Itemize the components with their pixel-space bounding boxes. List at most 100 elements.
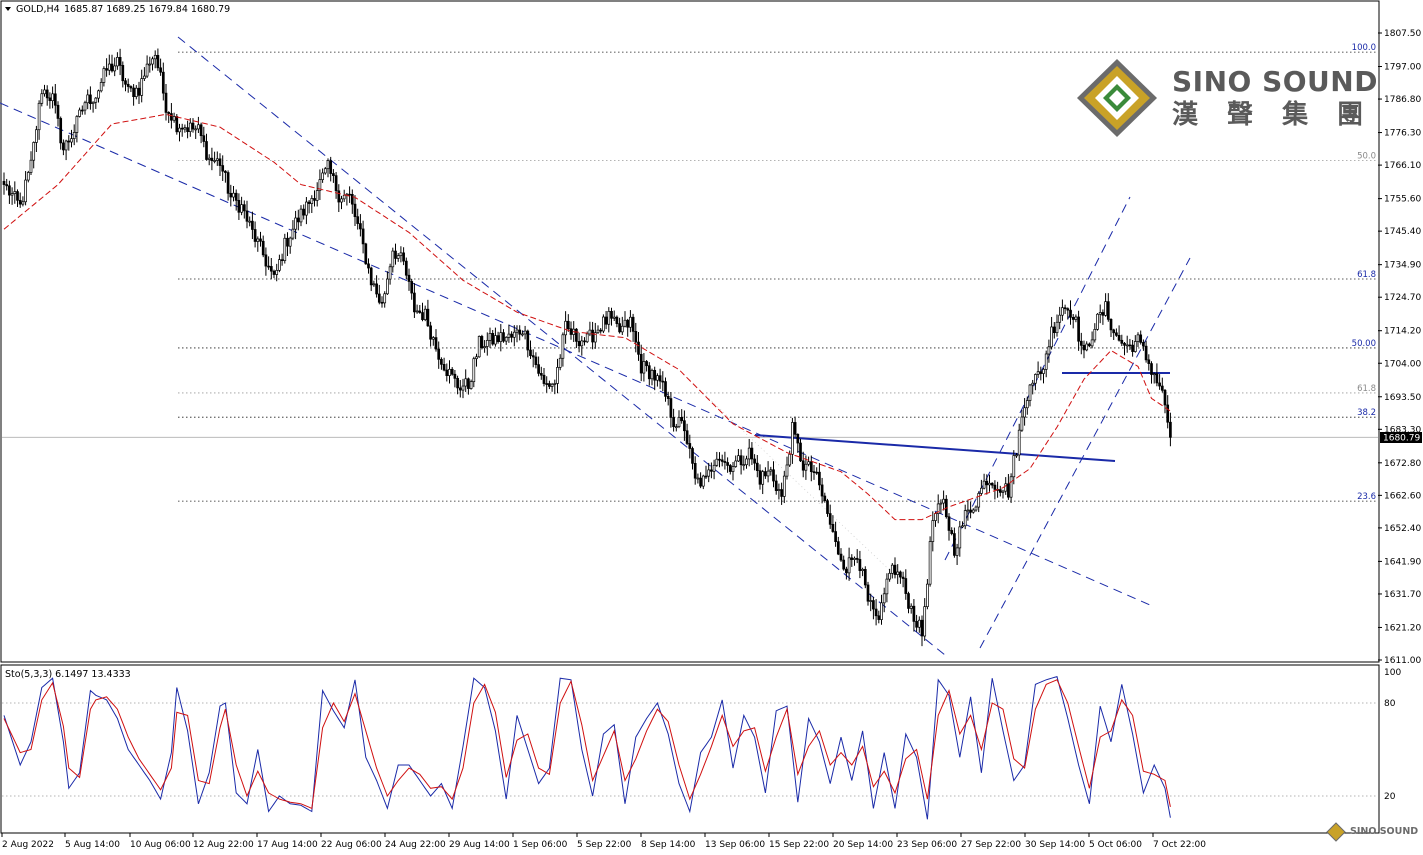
candle-body [1066,308,1070,311]
candle-body [429,325,432,340]
trend-line [754,434,1116,462]
diamond-logo-icon [1077,59,1157,137]
candle-body [966,509,970,512]
channel-line [177,36,946,656]
candle-body [634,331,638,343]
candle-body [32,142,36,161]
fib-level-label: 38.2 [1357,408,1376,418]
stochastic-oscillator: 100 80 20 [2,668,1401,820]
candle-body [380,301,384,304]
candle-body [823,495,827,502]
time-tick-label: 1 Sep 06:00 [513,840,568,850]
candle-body [237,200,241,213]
candle-body [831,523,835,532]
candle-body [229,192,233,198]
candle-body [531,355,535,358]
candle-body [404,260,408,276]
fib-level-label: 61.8 [1357,384,1376,394]
triangle-down-icon[interactable] [5,7,11,11]
candle-body [990,482,994,486]
candle-body [955,547,959,556]
candle-body [853,557,856,560]
candle-body [70,138,73,143]
candle-body [253,229,257,242]
candle-body [35,129,38,143]
candle-body [178,127,181,133]
candle-body [985,480,989,486]
candle-body [874,608,878,617]
price-tick-label: 1631.70 [1384,590,1421,600]
candle-body [180,127,184,130]
candle-body [909,605,913,609]
candle-body [620,325,624,333]
candle-body [51,93,54,102]
candle-body [269,266,273,272]
candle-body [715,458,719,466]
candle-body [1131,344,1134,352]
candle-body [59,118,63,144]
candle-body [658,375,662,382]
stoch-main-line [3,675,1171,820]
candle-body [936,503,940,514]
candle-body [1044,353,1048,370]
candle-body [205,141,208,160]
candle-body [1163,389,1167,406]
candle-body [780,489,783,497]
candle-body [340,198,343,203]
time-axis[interactable]: 2 Aug 2022 5 Aug 14:00 10 Aug 06:00 12 Aug … [1,833,1206,850]
candle-body [1125,344,1129,347]
candle-body [186,127,189,132]
candle-body [421,312,424,320]
candle-body [323,168,327,174]
candle-body [477,336,481,358]
candle-body [502,332,505,342]
candle-body [701,475,705,487]
candle-body [134,87,138,97]
candle-body [550,383,554,387]
candle-body [804,463,808,471]
candle-body [1063,307,1067,310]
candle-body [48,97,52,102]
candle-body [440,358,443,365]
candle-body [1017,429,1021,456]
candle-body [2,181,6,185]
price-axis[interactable]: 1807.50 1797.00 1786.80 1776.30 1766.10 1755.… [1378,29,1421,666]
candle-body [566,320,570,330]
candle-body [94,97,98,103]
candle-body [183,127,187,130]
candle-body [461,385,465,391]
time-tick-label: 12 Aug 22:00 [193,840,254,850]
stochastic-frame [0,664,1380,834]
candle-body [861,569,864,571]
price-tick-label: 1683.30 [1384,425,1421,435]
candle-body [232,192,235,198]
candle-body [556,367,559,384]
candle-body [423,308,427,320]
candle-body [194,128,198,131]
candle-body [815,471,819,474]
candle-body [288,237,292,247]
candle-body [337,190,341,203]
candle-body [1023,407,1026,418]
candle-body [696,477,700,480]
candle-body [264,254,268,267]
candle-body [1036,371,1040,375]
candle-body [699,477,702,487]
candle-body [629,316,632,328]
candle-body [97,90,100,99]
candle-body [680,417,684,422]
candle-body [982,480,986,489]
candle-body [10,193,14,196]
candle-body [426,308,430,327]
candle-body [156,54,160,69]
candle-body [418,310,422,313]
candle-body [13,191,17,194]
candle-body [159,67,162,73]
candle-body [1147,359,1151,364]
candle-body [1093,328,1097,341]
time-tick-label: 5 Sep 22:00 [577,840,632,850]
time-tick-label: 23 Sep 06:00 [897,840,957,850]
candle-body [170,113,173,121]
candle-body [1155,373,1159,384]
